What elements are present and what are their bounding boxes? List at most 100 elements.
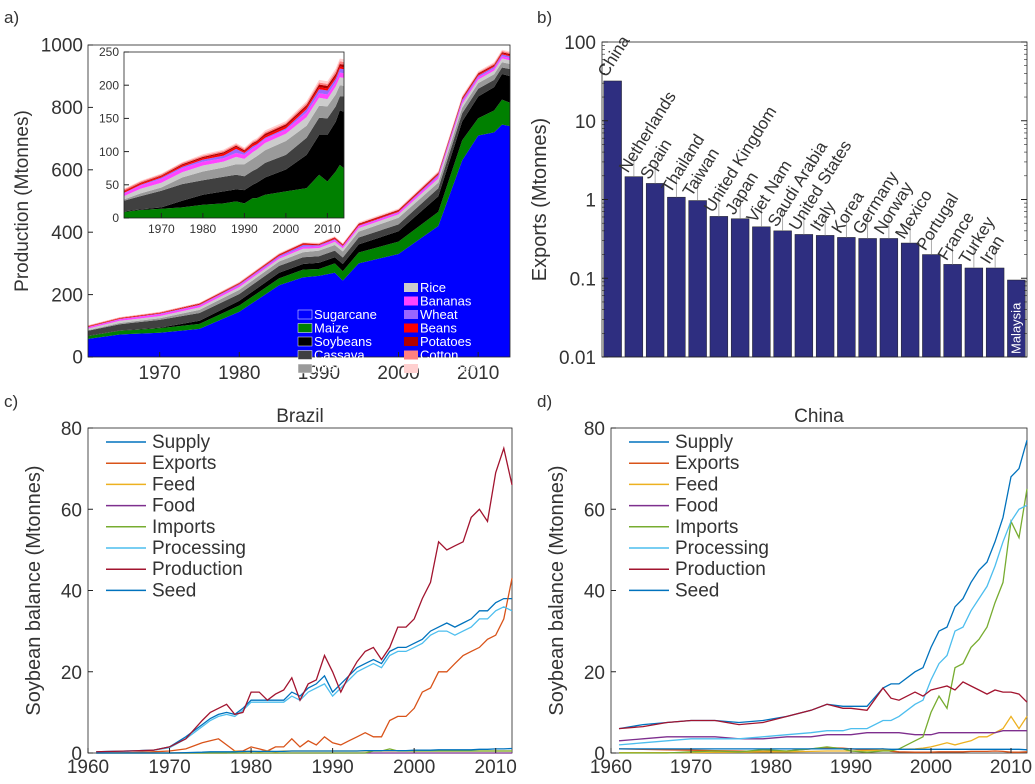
legend-swatch-oranges <box>297 363 313 374</box>
x-tick-label: 1970 <box>148 757 190 778</box>
panel-letter-d: d) <box>537 392 552 411</box>
legend-swatch-rice <box>404 283 418 292</box>
bar-viet-nam <box>752 226 771 358</box>
bar-saudi-arabia <box>773 230 792 358</box>
panel-letter-b: b) <box>537 8 552 27</box>
bar-label: China <box>594 32 634 80</box>
legend-label-seed: Seed <box>152 580 196 601</box>
y-tick-label: 400 <box>51 223 83 244</box>
legend-label-processing: Processing <box>675 538 769 559</box>
series-line-processing <box>96 606 513 753</box>
y-tick-label: 100 <box>564 33 596 54</box>
bar-iran <box>985 267 1005 358</box>
area-chart-a: 1970 1980 1990 2000 201002004006008001000Pro… <box>12 36 511 384</box>
x-tick-label: 1970 <box>670 757 712 778</box>
series-line-production <box>618 681 1028 730</box>
x-tick-label: 2000 <box>393 757 435 778</box>
bar-turkey <box>964 267 984 358</box>
y-tick-label: 20 <box>584 663 605 684</box>
legend-swatch-sugarcane <box>297 309 313 320</box>
legend-swatch-tomatoes <box>404 364 418 373</box>
series-line-exports <box>618 747 1028 753</box>
y-axis-label: Production (Mtonnes) <box>12 110 33 292</box>
y-axis-label: Soybean balance (Mtonnes) <box>546 465 568 715</box>
y-tick-label: 50 <box>106 178 120 192</box>
series-line-supply <box>96 597 512 753</box>
line-chart-d: China 1960 1970 1980 1990 2000 2010 0 20 40 60 80 So… <box>546 406 1032 778</box>
legend-label-food: Food <box>675 496 718 517</box>
series-line-exports <box>96 578 513 754</box>
axes-box <box>123 51 345 219</box>
x-tick-label: 1960 <box>590 757 632 778</box>
panel-letter-a: a) <box>4 8 19 27</box>
legend-label-feed: Feed <box>152 474 195 495</box>
legend-label-processing: Processing <box>152 538 246 559</box>
legend-label-production: Production <box>152 559 243 580</box>
y-tick-label: 0 <box>71 744 82 765</box>
y-tick-label: 250 <box>99 45 119 59</box>
bar-united-states <box>794 234 814 358</box>
x-tick-label: 1990 <box>830 757 872 778</box>
legend-label-soybeans: Soybeans <box>314 334 372 349</box>
bar-chart: ChinaNetherlandsSpainThailandTaiwanUnite… <box>529 32 1028 369</box>
y-axis-label: Soybean balance (Mtonnes) <box>23 465 45 715</box>
x-tick-label: 2010 <box>475 757 517 778</box>
area-maize <box>124 164 344 218</box>
legend-swatch-potatoes <box>404 337 418 346</box>
area-oranges <box>124 85 344 201</box>
y-tick-label: 1000 <box>41 36 83 57</box>
legend-swatch-bananas <box>404 296 418 306</box>
axes-box <box>610 427 1028 754</box>
x-tick-label: 2010 <box>314 222 341 236</box>
y-tick-label: 1 <box>585 191 596 212</box>
legend-label-oranges: Oranges <box>314 361 364 376</box>
y-tick-label: 0 <box>72 348 83 369</box>
panel-letter-c: c) <box>4 392 18 411</box>
y-tick-label: 80 <box>61 419 82 440</box>
legend-label-exports: Exports <box>152 453 216 474</box>
x-tick-label: 1980 <box>750 757 792 778</box>
legend-label-beans: Beans <box>420 321 457 336</box>
legend-label-tomatoes: Tomatoes <box>420 361 477 376</box>
legend-label-sugarcane: Sugarcane <box>314 307 377 322</box>
series-line-processing <box>618 504 1028 746</box>
x-tick-label: 2010 <box>990 757 1032 778</box>
legend: SupplyExportsFeedFoodImportsProcessingPr… <box>106 432 246 601</box>
y-tick-label: 40 <box>61 582 82 603</box>
y-tick-label: 20 <box>61 663 82 684</box>
y-tick-label: 150 <box>99 112 119 126</box>
x-tick-label: 1960 <box>67 757 109 778</box>
y-tick-label: 60 <box>61 500 82 521</box>
x-tick-label: 1970 <box>148 222 175 236</box>
y-axis-label: Exports (Mtonnes) <box>529 118 551 281</box>
legend-label-cassava: Cassava <box>314 348 365 363</box>
bar-thailand <box>667 196 686 358</box>
y-tick-label: 80 <box>584 419 605 440</box>
legend-label-seed: Seed <box>675 580 719 601</box>
chart-title: Brazil <box>276 406 324 427</box>
legend-label-bananas: Bananas <box>420 294 472 309</box>
bar-germany <box>858 238 877 358</box>
legend-label-wheat: Wheat <box>420 307 458 322</box>
x-tick-label: 1970 <box>139 363 181 384</box>
x-tick-label: 1990 <box>311 757 353 778</box>
legend-swatch-cotton <box>404 350 418 360</box>
y-tick-label: 40 <box>584 582 605 603</box>
area-oranges <box>88 62 510 331</box>
x-tick-label: 1990 <box>231 222 258 236</box>
legend-label-feed: Feed <box>675 474 718 495</box>
bar-netherlands <box>624 176 644 358</box>
bar-france <box>943 264 962 358</box>
legend-label-maize: Maize <box>314 321 349 336</box>
series-line-supply <box>618 440 1028 730</box>
x-tick-label: 2000 <box>910 757 952 778</box>
area-soybeans <box>124 110 344 212</box>
bar-china <box>603 80 622 358</box>
y-tick-label: 200 <box>51 285 83 306</box>
series-line-production <box>96 445 513 753</box>
y-tick-label: 60 <box>584 500 605 521</box>
bar-mexico <box>900 242 920 358</box>
y-tick-label: 200 <box>99 78 119 92</box>
legend-swatch-wheat <box>404 310 418 319</box>
legend-label-cotton: Cotton <box>420 348 458 363</box>
